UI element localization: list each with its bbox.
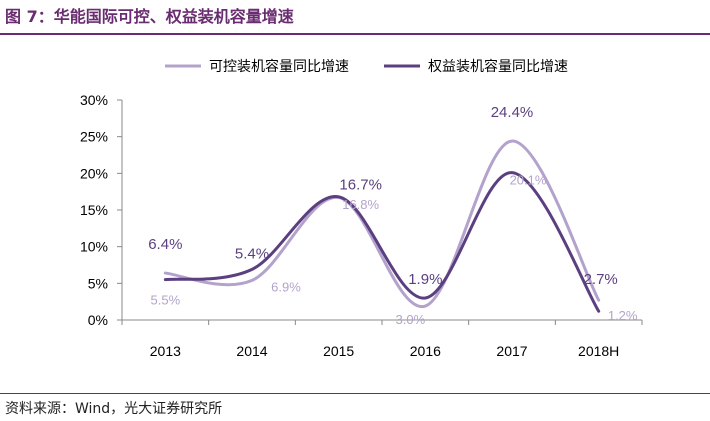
y-tick-label: 15% <box>80 202 108 218</box>
data-label-controllable: 5.4% <box>235 245 269 262</box>
data-label-equity: 16.8% <box>342 197 379 212</box>
y-tick-label: 0% <box>88 312 108 328</box>
x-tick-label: 2017 <box>496 343 527 359</box>
y-tick-label: 5% <box>88 275 108 291</box>
legend-label-controllable: 可控装机容量同比增速 <box>209 58 349 74</box>
source-divider <box>0 393 710 394</box>
series-line-controllable <box>163 139 601 308</box>
title-divider <box>0 33 710 35</box>
x-tick-label: 2016 <box>410 343 441 359</box>
data-label-controllable: 2.7% <box>584 271 618 288</box>
source-note: 资料来源：Wind，光大证券研究所 <box>5 401 223 417</box>
y-tick-label: 20% <box>80 165 108 181</box>
x-tick-label: 2013 <box>150 343 181 359</box>
x-tick-label: 2018H <box>578 343 619 359</box>
data-label-equity: 1.2% <box>608 308 638 323</box>
y-tick-label: 10% <box>80 239 108 255</box>
data-label-equity: 6.9% <box>271 279 301 294</box>
data-label-controllable: 24.4% <box>491 104 534 121</box>
data-label-controllable: 16.7% <box>339 177 382 194</box>
legend-label-equity: 权益装机容量同比增速 <box>428 58 568 74</box>
y-tick-label: 30% <box>80 92 108 108</box>
data-label-equity: 3.0% <box>396 312 426 327</box>
data-label-equity: 5.5% <box>151 293 181 308</box>
series-line-equity <box>163 171 601 313</box>
data-label-controllable: 6.4% <box>148 236 182 253</box>
figure-title: 图 7：华能国际可控、权益装机容量增速 <box>5 7 294 26</box>
x-tick-label: 2015 <box>323 343 354 359</box>
data-label-equity: 20.1% <box>510 173 547 188</box>
x-tick-label: 2014 <box>236 343 267 359</box>
data-label-controllable: 1.9% <box>408 271 442 288</box>
y-tick-label: 25% <box>80 129 108 145</box>
